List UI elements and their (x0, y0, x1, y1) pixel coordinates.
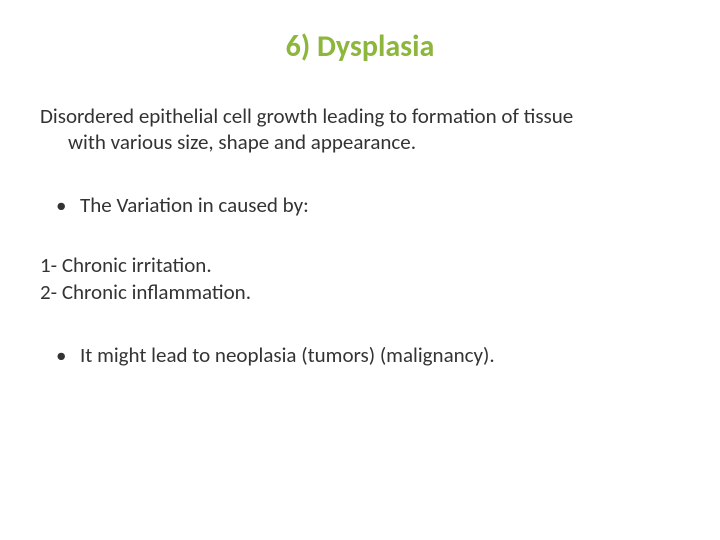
cause-heading-list: The Variation in caused by: (40, 192, 680, 218)
cause-heading-item: The Variation in caused by: (40, 192, 680, 218)
cause-item-1: 1- Chronic irritation. (40, 252, 680, 279)
outcome-item: It might lead to neoplasia (tumors) (mal… (40, 342, 680, 368)
slide-container: 6) Dysplasia Disordered epithelial cell … (0, 0, 720, 540)
slide-title: 6) Dysplasia (40, 28, 680, 65)
definition-line-2: with various size, shape and appearance. (68, 129, 680, 155)
causes-list: 1- Chronic irritation. 2- Chronic inflam… (40, 252, 680, 307)
definition-paragraph: Disordered epithelial cell growth leadin… (40, 103, 680, 156)
definition-line-1: Disordered epithelial cell growth leadin… (40, 103, 680, 129)
cause-item-2: 2- Chronic inflammation. (40, 279, 680, 306)
outcome-list: It might lead to neoplasia (tumors) (mal… (40, 342, 680, 368)
